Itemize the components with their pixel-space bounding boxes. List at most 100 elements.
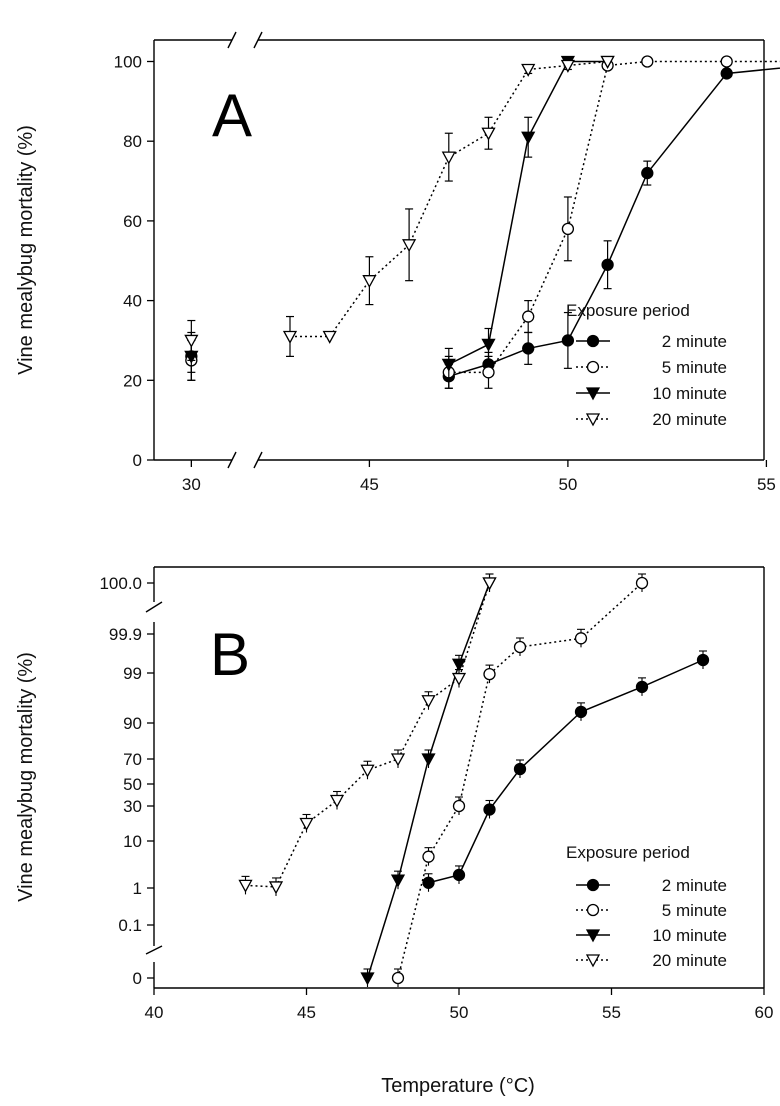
y-tick-label: 100 [114, 53, 142, 72]
data-point [360, 972, 375, 986]
legend-marker [586, 334, 600, 348]
legend-entry: 2 minute [662, 876, 727, 895]
legend-entry: 5 minute [662, 901, 727, 920]
data-point [483, 667, 496, 681]
data-point [522, 310, 535, 323]
data-point [390, 874, 406, 888]
data-point [600, 55, 615, 69]
data-point [521, 63, 536, 77]
x-tick-label: 55 [757, 475, 776, 494]
x-tick-label: 40 [145, 1003, 164, 1022]
data-point [421, 695, 436, 709]
data-point [362, 275, 377, 289]
series-1 [391, 573, 649, 987]
data-point [513, 640, 527, 654]
y-tick-label: 99.9 [109, 625, 142, 644]
data-point [720, 67, 733, 80]
data-point [521, 131, 536, 145]
data-point [522, 342, 535, 355]
legend-entry: 5 minute [662, 358, 727, 377]
y-tick-label: 50 [123, 775, 142, 794]
data-point [402, 239, 417, 253]
data-point [481, 338, 496, 352]
x-tick-label: 55 [602, 1003, 621, 1022]
series-0 [422, 650, 710, 892]
data-point [441, 358, 456, 372]
panel-letter-a: A [212, 82, 252, 149]
data-point [422, 850, 435, 863]
data-point [441, 151, 456, 165]
x-break-mark [227, 451, 237, 469]
top-break-mark [253, 31, 263, 49]
legend-marker [585, 929, 601, 943]
data-point [561, 222, 575, 236]
y-tick-label: 99 [123, 664, 142, 683]
series-2 [360, 573, 497, 987]
y-break-mark [145, 945, 163, 955]
series-3 [238, 573, 497, 896]
data-point [481, 127, 496, 141]
data-point [720, 55, 733, 68]
legend-entry: 10 minute [652, 384, 727, 403]
series-3 [184, 55, 615, 361]
data-point [421, 753, 436, 767]
y-tick-label: 10 [123, 832, 142, 851]
x-tick-label: 45 [297, 1003, 316, 1022]
data-point [238, 879, 253, 893]
data-point [641, 55, 654, 68]
y-tick-label: 90 [123, 714, 142, 733]
panel-a: 0204060801003045505560Vine mealybug mort… [15, 31, 780, 494]
x-break-mark [253, 451, 263, 469]
y-tick-label: 0.1 [118, 916, 142, 935]
y-tick-label: 70 [123, 750, 142, 769]
y-tick-label: 80 [123, 132, 142, 151]
series-line [245, 582, 491, 888]
y-tick-label: 60 [123, 212, 142, 231]
x-tick-label: 45 [360, 475, 379, 494]
series-line [290, 60, 608, 338]
control-point [184, 334, 199, 348]
data-point [329, 794, 345, 808]
legend-entry: 20 minute [652, 951, 727, 970]
data-point [452, 868, 466, 882]
data-point [635, 576, 649, 590]
data-point [635, 680, 649, 694]
data-point [513, 762, 527, 776]
data-point [360, 764, 375, 778]
legend-marker [585, 413, 601, 427]
y-tick-label: 0 [133, 969, 142, 988]
data-point [561, 334, 575, 347]
data-point [483, 803, 496, 816]
data-point [696, 653, 710, 667]
data-point [482, 366, 495, 379]
series-line [448, 67, 780, 378]
data-point [391, 971, 405, 985]
legend-marker [586, 903, 600, 917]
data-point [451, 658, 467, 672]
data-point [574, 632, 588, 645]
data-point [601, 258, 614, 271]
legend-marker [586, 878, 600, 892]
panel-letter-b: B [210, 621, 250, 688]
data-point [422, 876, 435, 889]
y-tick-label: 1 [133, 879, 142, 898]
legend-entry: 10 minute [652, 926, 727, 945]
legend-entry: 2 minute [662, 332, 727, 351]
data-point [574, 705, 588, 719]
data-point [322, 330, 337, 344]
data-point [268, 881, 284, 895]
x-tick-label: 50 [450, 1003, 469, 1022]
series-line [448, 60, 780, 374]
x-tick-label: 30 [182, 475, 201, 494]
legend-title: Exposure period [566, 301, 690, 320]
x-tick-label: 50 [558, 475, 577, 494]
top-break-mark [227, 31, 237, 49]
data-point [482, 577, 497, 591]
y-tick-label: 20 [123, 371, 142, 390]
data-point [452, 799, 466, 813]
y-axis-label: Vine mealybug mortality (%) [15, 125, 37, 375]
legend-marker [585, 954, 601, 968]
x-tick-label: 60 [755, 1003, 774, 1022]
legend-marker [586, 360, 600, 374]
